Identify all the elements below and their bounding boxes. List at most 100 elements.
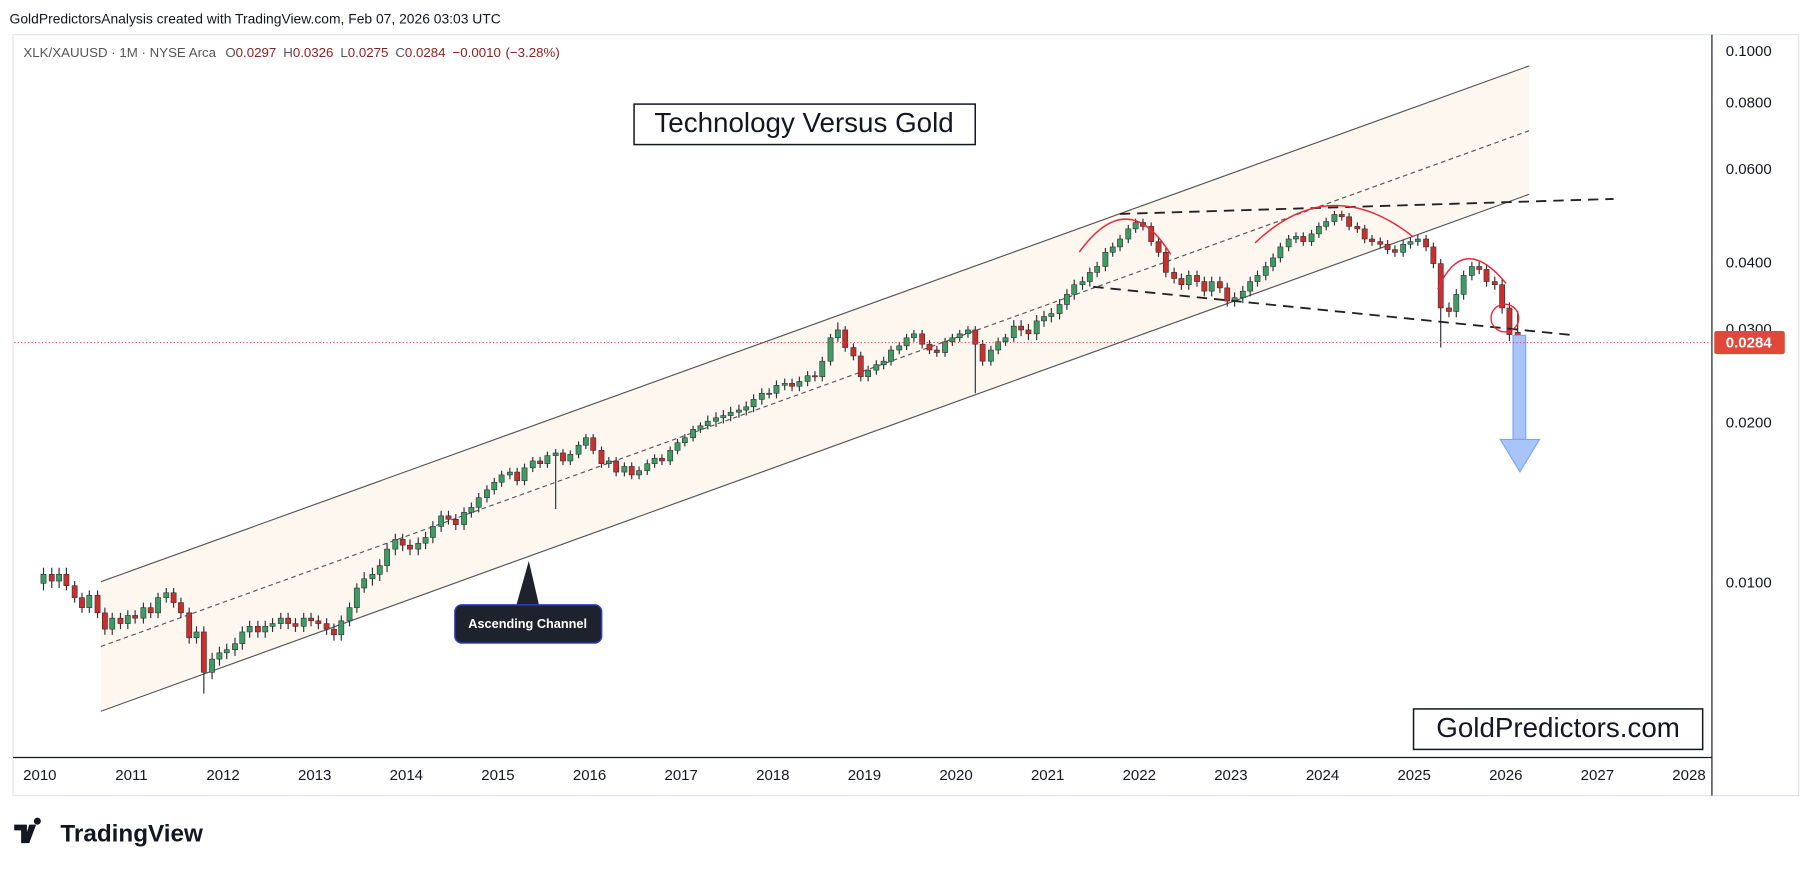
x-tick-label: 2023 — [1214, 767, 1247, 784]
title-box — [633, 103, 976, 146]
candle-body — [727, 411, 734, 416]
candle-body — [1224, 287, 1231, 302]
candle-body — [896, 345, 903, 351]
candle-body — [1499, 284, 1505, 309]
candle-body — [1079, 281, 1086, 285]
candle-body — [644, 463, 651, 471]
candle-body — [1239, 290, 1246, 298]
x-tick-label: 2021 — [1031, 767, 1064, 784]
callout-pointer — [516, 560, 540, 607]
candle-body — [331, 628, 337, 636]
channel-fill — [100, 65, 1530, 712]
candle-body — [972, 329, 979, 345]
head-arc — [1437, 257, 1507, 290]
x-tick-label: 2015 — [481, 767, 514, 784]
candle-body — [781, 383, 788, 386]
candle-body — [1476, 266, 1483, 270]
candle-body — [1437, 263, 1444, 309]
candle-body — [1117, 238, 1123, 248]
candle-body — [346, 607, 353, 622]
candle-body — [842, 329, 849, 348]
candle-body — [209, 658, 215, 673]
candle-body — [1033, 320, 1040, 335]
candle-body — [956, 333, 963, 339]
candle-body — [147, 607, 154, 614]
candle-body — [857, 355, 864, 377]
candle-body — [1109, 246, 1116, 253]
candle-body — [681, 437, 688, 443]
candle-body — [736, 409, 742, 413]
candle-body — [255, 626, 261, 633]
candle-body — [713, 417, 719, 422]
candle-body — [140, 607, 147, 619]
candle-body — [1041, 316, 1047, 322]
candle-body — [1064, 294, 1070, 305]
candle-body — [1094, 266, 1101, 273]
candle-body — [1407, 241, 1414, 245]
candle-body — [223, 649, 230, 654]
y-tick-label: 0.0100 — [1726, 574, 1772, 591]
candle-body — [399, 539, 406, 546]
candle-body — [193, 631, 200, 639]
candle-body — [1185, 275, 1192, 285]
head-arc — [1254, 204, 1415, 244]
candle-body — [903, 337, 910, 347]
candle-body — [407, 544, 413, 550]
candle-body — [40, 574, 47, 584]
candle-body — [789, 383, 795, 387]
candle-body — [170, 592, 177, 603]
candle-body — [667, 450, 674, 462]
candle-body — [720, 415, 727, 419]
ohlc-value: 0.0284 — [405, 45, 446, 60]
candle-body — [1132, 222, 1139, 230]
candle-body — [461, 512, 467, 525]
candle-body — [498, 474, 505, 483]
x-tick-label: 2010 — [23, 767, 56, 784]
change: −0.0010 — [453, 45, 501, 60]
head-arc — [1078, 218, 1172, 255]
symbol: XLK/XAUUSD · 1M · NYSE Arca — [23, 45, 216, 60]
candle-body — [484, 489, 490, 498]
candle-body — [750, 399, 757, 408]
candle-body — [758, 392, 765, 400]
footer-brand: TradingView — [60, 820, 203, 847]
candle-body — [804, 375, 811, 382]
candle-body — [109, 617, 116, 630]
last-price-box — [1714, 331, 1785, 355]
attribution: GoldPredictorsAnalysis created with Trad… — [10, 10, 501, 26]
candle-body — [796, 381, 803, 387]
candle-body — [102, 612, 108, 630]
candle-body — [71, 585, 78, 598]
candle-body — [965, 329, 971, 335]
chart-title: Technology Versus Gold — [654, 107, 953, 138]
candle-body — [475, 497, 482, 508]
x-tick-label: 2016 — [573, 767, 606, 784]
x-tick-label: 2025 — [1397, 767, 1430, 784]
candle-body — [468, 507, 475, 513]
candle-body — [262, 626, 269, 633]
candle-body — [773, 385, 780, 394]
candle-body — [163, 592, 170, 598]
candle-body — [628, 466, 635, 476]
candle-body — [537, 460, 543, 464]
candle-body — [1384, 243, 1391, 250]
candle-body — [300, 617, 307, 627]
candle-body — [605, 460, 612, 464]
candle-body — [1468, 266, 1475, 276]
candle-body — [315, 620, 322, 624]
candle-body — [1331, 214, 1338, 222]
candle-body — [1262, 266, 1269, 276]
x-tick-label: 2022 — [1123, 767, 1156, 784]
candle-body — [1025, 329, 1032, 335]
candle-body — [1102, 252, 1109, 267]
callout-box — [454, 604, 603, 644]
candle-body — [269, 623, 276, 627]
candle-body — [1506, 307, 1513, 335]
candle-body — [63, 574, 70, 586]
candle-body — [186, 612, 193, 639]
candle-body — [834, 329, 841, 339]
candle-body — [124, 615, 131, 624]
y-tick-label: 0.0600 — [1726, 161, 1772, 178]
